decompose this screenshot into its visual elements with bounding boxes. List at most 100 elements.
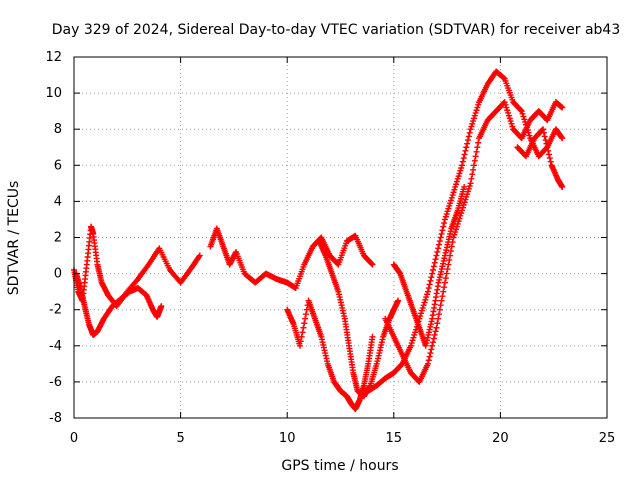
data-point [158, 303, 165, 310]
data-point [427, 350, 434, 357]
data-point [369, 261, 376, 268]
data-point [430, 335, 437, 342]
data-point [448, 243, 455, 250]
data-point [440, 223, 447, 230]
data-point [500, 74, 507, 81]
x-tick-label: 20 [492, 431, 509, 446]
data-point [464, 188, 471, 195]
data-point [447, 200, 454, 207]
data-point [468, 123, 475, 130]
grid-lines [74, 57, 607, 418]
data-point [506, 115, 513, 122]
data-point [426, 353, 433, 360]
data-point [544, 144, 551, 151]
data-point [547, 158, 554, 165]
data-point [441, 216, 448, 223]
data-point [461, 183, 468, 190]
data-point [422, 296, 429, 303]
data-point [450, 234, 457, 241]
data-point [445, 205, 452, 212]
data-point [467, 126, 474, 133]
data-point [457, 167, 464, 174]
data-point [420, 302, 427, 309]
data-point [441, 284, 448, 291]
y-tick-label: 6 [54, 158, 62, 173]
data-point [431, 331, 438, 338]
data-point [425, 285, 432, 292]
data-point [434, 248, 441, 255]
data-point [540, 129, 547, 136]
data-point [470, 118, 477, 125]
y-tick-label: 0 [54, 267, 62, 282]
data-point [451, 231, 458, 238]
x-tick-label: 0 [70, 431, 78, 446]
data-point [426, 281, 433, 288]
data-point [468, 175, 475, 182]
data-point [540, 126, 547, 133]
data-point [460, 202, 467, 209]
data-point [502, 101, 509, 108]
data-point [459, 158, 466, 165]
data-point [298, 333, 305, 340]
data-point [508, 120, 515, 127]
data-point [435, 245, 442, 252]
data-point [454, 175, 461, 182]
data-point [424, 288, 431, 295]
data-point [410, 334, 417, 341]
data-point [471, 157, 478, 164]
data-point [472, 153, 479, 160]
data-point [369, 333, 376, 340]
data-point [463, 144, 470, 151]
data-point [507, 118, 514, 125]
data-point [455, 173, 462, 180]
data-point [425, 357, 432, 364]
data-point [442, 213, 449, 220]
data-point [430, 339, 437, 346]
data-point [411, 331, 418, 338]
data-point [299, 329, 306, 336]
y-tick-label: -2 [49, 303, 62, 318]
data-point [432, 256, 439, 263]
data-point [409, 337, 416, 344]
data-point [437, 302, 444, 309]
data-point [475, 101, 482, 108]
data-point [559, 104, 566, 111]
y-axis-label: SDTVAR / TECUs [6, 181, 22, 296]
series-satellite-track-H [390, 183, 468, 349]
data-point [505, 112, 512, 119]
data-point [475, 139, 482, 146]
data-point [440, 288, 447, 295]
y-tick-label: 2 [54, 231, 62, 246]
data-point [452, 229, 459, 236]
y-tick-label: 10 [45, 86, 62, 101]
data-point [504, 107, 511, 114]
data-point [395, 297, 402, 304]
data-point [438, 230, 445, 237]
data-point [447, 248, 454, 255]
data-point [439, 227, 446, 234]
data-point [449, 192, 456, 199]
data-point [519, 110, 526, 117]
data-point [430, 266, 437, 273]
chart-title: Day 329 of 2024, Sidereal Day-to-day VTE… [52, 22, 621, 38]
data-point [368, 260, 375, 267]
data-point [520, 113, 527, 120]
data-point [429, 342, 436, 349]
data-point [302, 311, 309, 318]
data-point [433, 324, 440, 331]
data-point [469, 171, 476, 178]
data-point [297, 338, 304, 345]
data-point [417, 313, 424, 320]
data-point [428, 274, 435, 281]
series-satellite-track-I [514, 126, 566, 190]
data-point [445, 261, 452, 268]
data-point [435, 315, 442, 322]
data-point [428, 346, 435, 353]
data-point [443, 211, 450, 218]
data-point [460, 155, 467, 162]
data-point [301, 320, 308, 327]
data-point [466, 183, 473, 190]
data-point [521, 116, 528, 123]
data-point [456, 215, 463, 222]
